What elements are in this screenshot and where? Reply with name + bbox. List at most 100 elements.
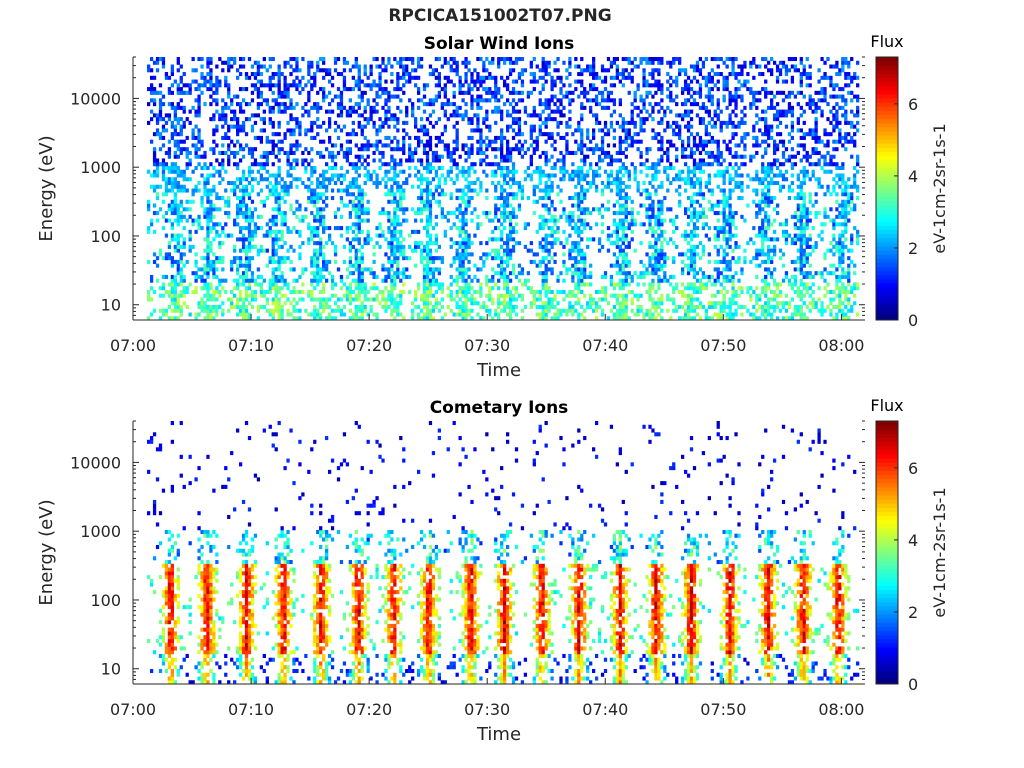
heatmap-cell (648, 60, 652, 65)
heatmap-cell (618, 177, 622, 182)
heatmap-cell (529, 154, 533, 159)
heatmap-cell (158, 286, 163, 291)
heatmap-cell (538, 263, 542, 268)
heatmap-cell (339, 102, 344, 107)
heatmap-cell (372, 244, 376, 249)
heatmap-cell (161, 308, 166, 313)
heatmap-cell (615, 72, 619, 77)
heatmap-cell (464, 252, 468, 257)
heatmap-cell (464, 102, 468, 107)
heatmap-cell (615, 184, 619, 189)
heatmap-cell (455, 256, 459, 261)
heatmap-cell (618, 244, 622, 249)
heatmap-cell (238, 177, 243, 182)
heatmap-cell (541, 57, 545, 62)
heatmap-cell (289, 162, 293, 167)
heatmap-cell (654, 135, 658, 140)
heatmap-cell (467, 117, 471, 122)
heatmap-cell (336, 173, 341, 178)
heatmap-cell (586, 222, 590, 227)
heatmap-cell (547, 226, 551, 231)
heatmap-cell (458, 169, 462, 174)
heatmap-cell (333, 301, 338, 306)
heatmap-cell (606, 316, 611, 321)
heatmap-cell (399, 109, 403, 114)
heatmap-cell (327, 316, 332, 321)
heatmap-cell (363, 282, 367, 287)
heatmap-cell (437, 256, 441, 261)
heatmap-cell (580, 132, 584, 137)
heatmap-cell (271, 278, 275, 283)
heatmap-cell (170, 226, 174, 231)
heatmap-cell (461, 199, 465, 204)
heatmap-cell (547, 102, 551, 107)
heatmap-cell (402, 252, 406, 257)
heatmap-cell (155, 158, 160, 163)
heatmap-cell (541, 109, 545, 114)
heatmap-cell (307, 113, 311, 118)
heatmap-cell (467, 237, 471, 242)
heatmap-cell (307, 60, 311, 65)
heatmap-cell (517, 124, 522, 129)
heatmap-cell (227, 68, 231, 73)
heatmap-cell (271, 90, 275, 95)
heatmap-cell (244, 214, 249, 219)
heatmap-cell (419, 241, 424, 246)
heatmap-cell (203, 102, 207, 107)
heatmap-cell (176, 271, 180, 276)
heatmap-cell (396, 271, 400, 276)
heatmap-cell (354, 57, 358, 62)
heatmap-cell (333, 57, 338, 62)
heatmap-cell (538, 312, 542, 317)
heatmap-cell (277, 158, 281, 163)
heatmap-cell (603, 271, 608, 276)
heatmap-cell (390, 312, 394, 317)
heatmap-cell (411, 154, 415, 159)
heatmap-cell (411, 68, 415, 73)
heatmap-cell (636, 282, 640, 287)
heatmap-cell (209, 83, 213, 88)
heatmap-cell (562, 308, 566, 313)
heatmap-cell (348, 289, 352, 294)
heatmap-cell (271, 132, 275, 137)
heatmap-cell (485, 162, 489, 167)
heatmap-cell (654, 79, 658, 84)
heatmap-cell (253, 293, 258, 298)
heatmap-cell (399, 192, 403, 197)
heatmap-cell (488, 139, 492, 144)
heatmap-cell (330, 173, 335, 178)
heatmap-cell (241, 64, 246, 69)
heatmap-cell (553, 229, 557, 234)
heatmap-cell (295, 143, 299, 148)
heatmap-cell (149, 139, 154, 144)
heatmap-cell (333, 162, 338, 167)
heatmap-cell (565, 120, 569, 125)
heatmap-cell (458, 218, 462, 223)
heatmap-cell (218, 259, 222, 264)
heatmap-cell (375, 94, 379, 99)
heatmap-cell (286, 229, 290, 234)
heatmap-cell (422, 177, 427, 182)
heatmap-cell (437, 267, 441, 272)
heatmap-cell (339, 128, 344, 133)
heatmap-cell (393, 211, 397, 216)
heatmap-cell (360, 267, 364, 272)
heatmap-cell (274, 297, 278, 302)
heatmap-cell (250, 218, 255, 223)
heatmap-cell (227, 196, 231, 201)
heatmap-cell (428, 248, 433, 253)
heatmap-cell (648, 214, 652, 219)
heatmap-cell (434, 135, 439, 140)
heatmap-cell (316, 102, 320, 107)
heatmap-cell (508, 72, 513, 77)
heatmap-cell (455, 278, 459, 283)
heatmap-cell (218, 162, 222, 167)
heatmap-cell (384, 267, 388, 272)
heatmap-cell (259, 139, 263, 144)
heatmap-cell (568, 83, 572, 88)
heatmap-cell (161, 312, 166, 317)
heatmap-cell (520, 147, 525, 152)
heatmap-cell (274, 173, 278, 178)
heatmap-cell (615, 312, 619, 317)
heatmap-cell (390, 64, 394, 69)
